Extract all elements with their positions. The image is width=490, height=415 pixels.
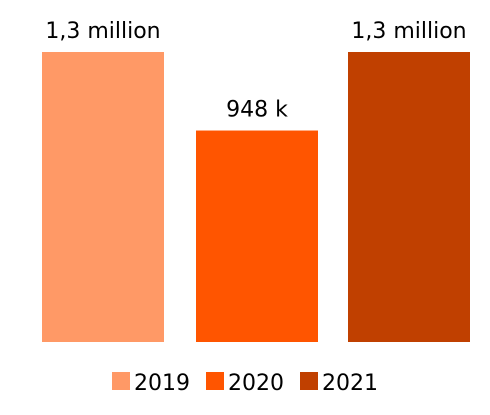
data-label-2021: 1,3 million [351,19,466,44]
legend-label-2021: 2021 [322,371,378,396]
data-labels-group: 1,3 million 948 k 1,3 million [45,19,466,123]
legend-swatch-2019 [112,372,130,390]
legend-swatch-2021 [300,372,318,390]
legend: 2019 2020 2021 [112,371,378,396]
data-label-2020: 948 k [226,98,288,123]
bar-2019 [42,52,164,342]
legend-swatch-2020 [206,372,224,390]
data-label-2019: 1,3 million [45,19,160,44]
legend-label-2019: 2019 [134,371,190,396]
bar-2020 [196,130,318,342]
bars-group [42,52,470,342]
bar-2021 [348,52,470,342]
legend-label-2020: 2020 [228,371,284,396]
